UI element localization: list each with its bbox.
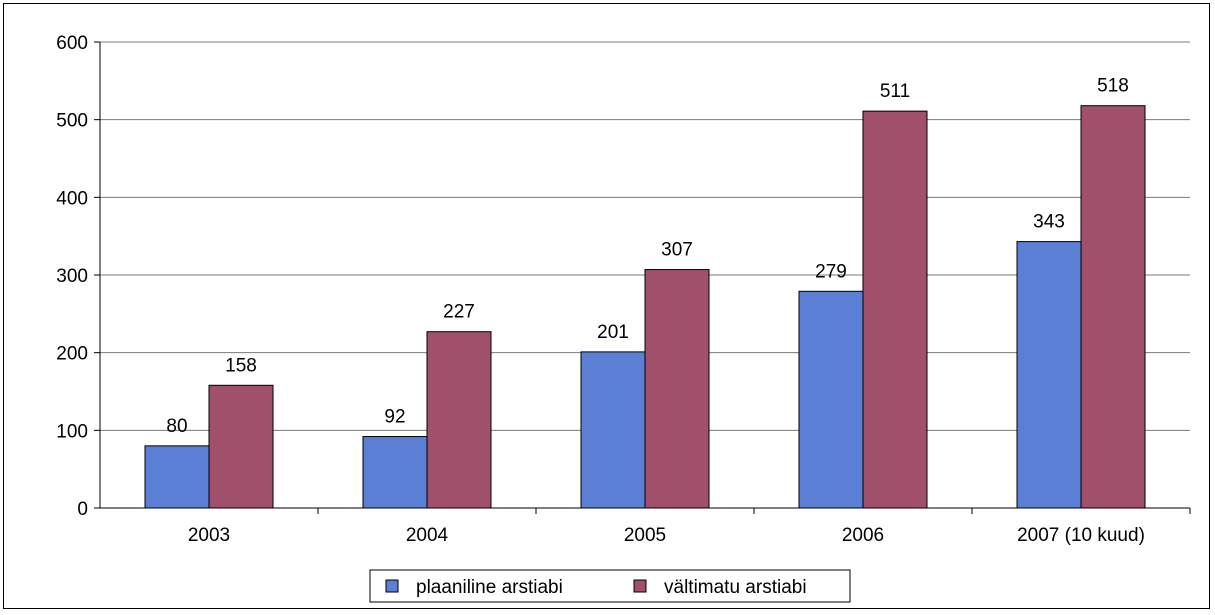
data-label: 92 xyxy=(384,407,405,428)
x-tick-label: 2004 xyxy=(406,525,449,546)
data-label: 518 xyxy=(1097,76,1129,97)
bar-valtimatu xyxy=(644,269,710,509)
bar-plaaniline xyxy=(362,436,428,509)
y-tick-label: 200 xyxy=(56,344,88,365)
data-label: 279 xyxy=(815,261,847,282)
legend xyxy=(369,569,851,603)
y-tick-label: 0 xyxy=(77,499,88,520)
data-label: 80 xyxy=(166,416,187,437)
x-tick-label: 2006 xyxy=(842,525,884,546)
data-label: 227 xyxy=(443,302,475,323)
legend-label: vältimatu arstiabi xyxy=(664,577,807,598)
bar-valtimatu xyxy=(862,110,928,509)
y-tick-label: 300 xyxy=(56,266,88,287)
x-tick-label: 2007 (10 kuud) xyxy=(1017,525,1145,546)
bar-plaaniline xyxy=(1016,241,1082,509)
bar-plaaniline xyxy=(798,290,864,509)
x-tick-label: 2005 xyxy=(624,525,666,546)
data-label: 158 xyxy=(225,355,257,376)
legend-swatch xyxy=(633,579,647,593)
y-tick-label: 100 xyxy=(56,421,88,442)
data-label: 343 xyxy=(1033,212,1065,233)
bar-plaaniline xyxy=(580,351,646,509)
bar-valtimatu xyxy=(1080,105,1146,509)
data-label: 307 xyxy=(661,240,693,261)
bar-plaaniline xyxy=(144,445,210,509)
legend-swatch xyxy=(385,579,399,593)
data-label: 201 xyxy=(597,322,629,343)
bar-valtimatu xyxy=(208,384,274,509)
data-label: 511 xyxy=(880,81,910,102)
y-tick-label: 600 xyxy=(56,33,88,54)
y-tick-label: 400 xyxy=(56,188,88,209)
legend-label: plaaniline arstiabi xyxy=(416,577,563,598)
y-tick-label: 500 xyxy=(56,111,88,132)
bar-valtimatu xyxy=(426,331,492,509)
x-tick-label: 2003 xyxy=(188,525,230,546)
